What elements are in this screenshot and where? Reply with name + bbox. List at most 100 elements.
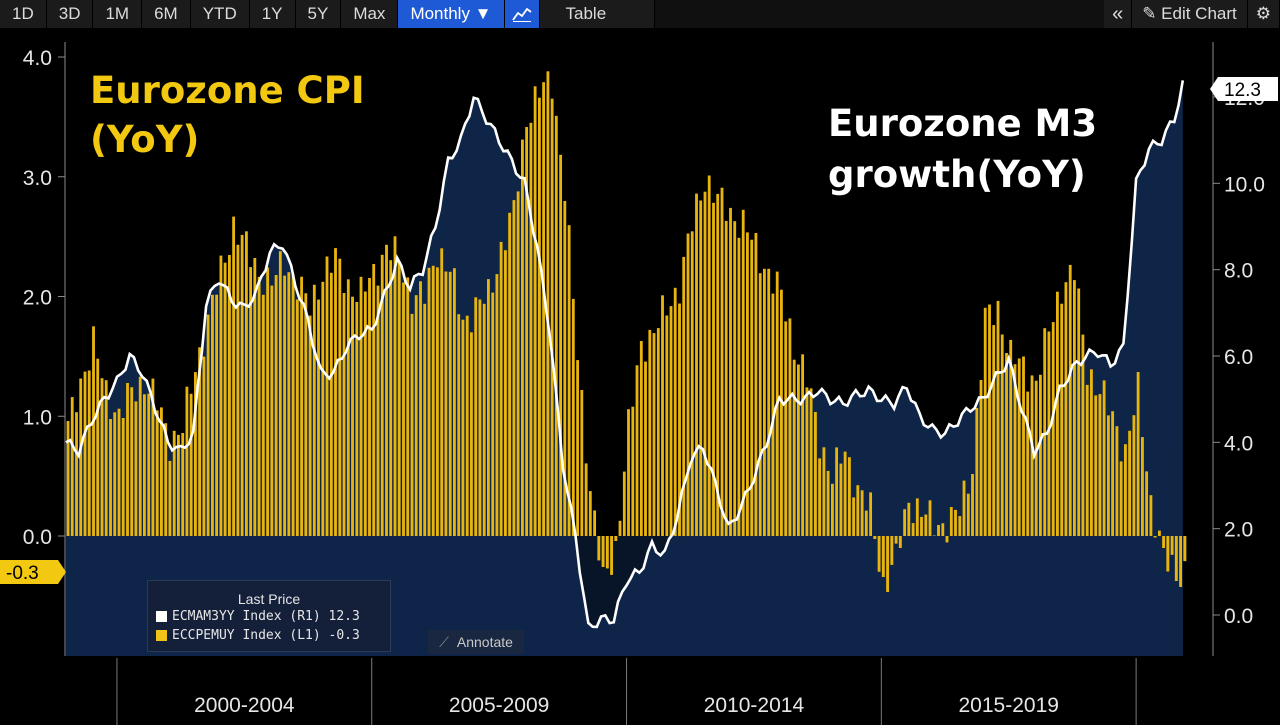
- range-button-5y[interactable]: 5Y: [295, 0, 342, 28]
- cpi-bar: [665, 315, 669, 536]
- range-button-6m[interactable]: 6M: [142, 0, 191, 28]
- cpi-bar: [482, 303, 486, 536]
- cpi-bar: [223, 262, 227, 536]
- cpi-bar: [720, 187, 724, 536]
- annotate-button[interactable]: ⟋ Annotate: [428, 630, 524, 654]
- cpi-bar: [202, 356, 206, 536]
- cpi-bar: [92, 326, 95, 536]
- edit-chart-button[interactable]: ✎ Edit Chart: [1132, 0, 1248, 28]
- x-period-label: 2005-2009: [449, 694, 549, 717]
- cpi-bar: [996, 300, 1000, 536]
- cpi-bar: [1013, 364, 1017, 536]
- cpi-bar: [949, 507, 953, 536]
- cpi-bar: [278, 251, 282, 536]
- cpi-bar-negative: [877, 536, 881, 572]
- cpi-bar: [177, 434, 180, 536]
- cpi-bar: [470, 332, 473, 536]
- cpi-bar: [521, 139, 524, 536]
- left-axis: 4.0 3.0 2.0 1.0 0.0: [23, 47, 65, 549]
- cpi-bar: [809, 388, 813, 536]
- cpi-bar: [588, 491, 592, 536]
- annotate-label: Annotate: [456, 634, 513, 650]
- cpi-bar: [690, 231, 694, 537]
- cpi-bar: [903, 509, 907, 536]
- cpi-bar: [639, 341, 643, 536]
- cpi-bar: [249, 267, 253, 536]
- cpi-bar: [1064, 282, 1068, 536]
- cpi-bar: [635, 365, 639, 536]
- cpi-bar: [801, 354, 805, 536]
- cpi-bar: [138, 376, 142, 536]
- cpi-bar: [504, 250, 507, 536]
- cpi-bar: [87, 370, 91, 536]
- cpi-bar: [287, 272, 291, 536]
- range-button-1m[interactable]: 1M: [93, 0, 143, 28]
- cpi-bar: [304, 293, 308, 536]
- cpi-bar: [66, 421, 70, 536]
- cpi-bar: [750, 239, 754, 536]
- cpi-bar: [295, 299, 299, 536]
- double-chevron-left-icon[interactable]: «: [1104, 0, 1133, 28]
- cpi-bar: [737, 237, 741, 537]
- m3-last-value-tag: 12.3: [1210, 77, 1278, 101]
- settings-icon[interactable]: ⚙: [1247, 0, 1280, 28]
- cpi-bar: [571, 298, 575, 536]
- cpi-bar: [1034, 380, 1038, 536]
- cpi-bar: [546, 71, 550, 537]
- cpi-bar: [83, 371, 87, 536]
- right-tick-label: 0.0: [1224, 605, 1253, 628]
- cpi-bar: [257, 276, 261, 536]
- range-button-ytd[interactable]: YTD: [190, 0, 250, 28]
- cpi-bar: [1132, 415, 1136, 536]
- legend-label-m3: ECMAM3YY Index (R1) 12.3: [172, 609, 360, 624]
- cpi-bar: [1073, 280, 1076, 536]
- cpi-bar: [911, 523, 915, 536]
- range-button-max[interactable]: Max: [341, 0, 399, 28]
- cpi-bar: [1077, 288, 1081, 536]
- cpi-bar-negative: [1162, 536, 1166, 548]
- cpi-bar: [758, 273, 762, 536]
- cpi-bar: [580, 390, 584, 536]
- cpi-bar: [325, 256, 329, 536]
- cpi-bar: [805, 387, 809, 536]
- cpi-bar: [661, 295, 664, 536]
- cpi-bar: [1005, 353, 1008, 536]
- cpi-bar: [1115, 426, 1119, 536]
- cpi-bar: [992, 325, 996, 536]
- cpi-bar-negative: [601, 536, 605, 567]
- cpi-bar: [1047, 331, 1051, 536]
- cpi-bar: [576, 360, 580, 536]
- cpi-bar: [763, 268, 766, 536]
- range-button-1d[interactable]: 1D: [0, 0, 47, 28]
- frequency-dropdown[interactable]: Monthly ▼: [398, 0, 505, 28]
- cpi-bar: [317, 299, 320, 536]
- cpi-bar: [1141, 437, 1144, 536]
- line-chart-icon[interactable]: [504, 0, 540, 28]
- right-tick-label: 4.0: [1224, 432, 1253, 455]
- cpi-bar: [380, 254, 384, 537]
- cpi-bar: [559, 154, 563, 537]
- cpi-title-line-1: Eurozone CPI: [90, 69, 365, 112]
- cpi-bar: [512, 200, 516, 536]
- cpi-bar: [104, 380, 108, 536]
- cpi-bar-negative: [597, 536, 601, 561]
- cpi-bar: [538, 97, 541, 536]
- cpi-bar: [359, 276, 363, 536]
- cpi-bar: [245, 231, 248, 537]
- cpi-bar: [1022, 356, 1025, 536]
- cpi-bar-negative: [1166, 536, 1170, 572]
- cpi-bar: [1149, 495, 1153, 536]
- cpi-bar: [448, 271, 452, 536]
- cpi-bar: [516, 191, 520, 536]
- cpi-bar: [211, 294, 214, 536]
- cpi-bar: [338, 258, 342, 536]
- range-button-1y[interactable]: 1Y: [249, 0, 296, 28]
- cpi-bar: [389, 260, 393, 536]
- m3-title-line-1: Eurozone M3: [828, 102, 1097, 145]
- table-button[interactable]: Table: [539, 0, 656, 28]
- cpi-bar-negative: [1153, 536, 1157, 538]
- cpi-bar-negative: [1183, 536, 1187, 562]
- cpi-bar: [686, 233, 690, 536]
- cpi-bar: [240, 234, 244, 536]
- range-button-3d[interactable]: 3D: [46, 0, 94, 28]
